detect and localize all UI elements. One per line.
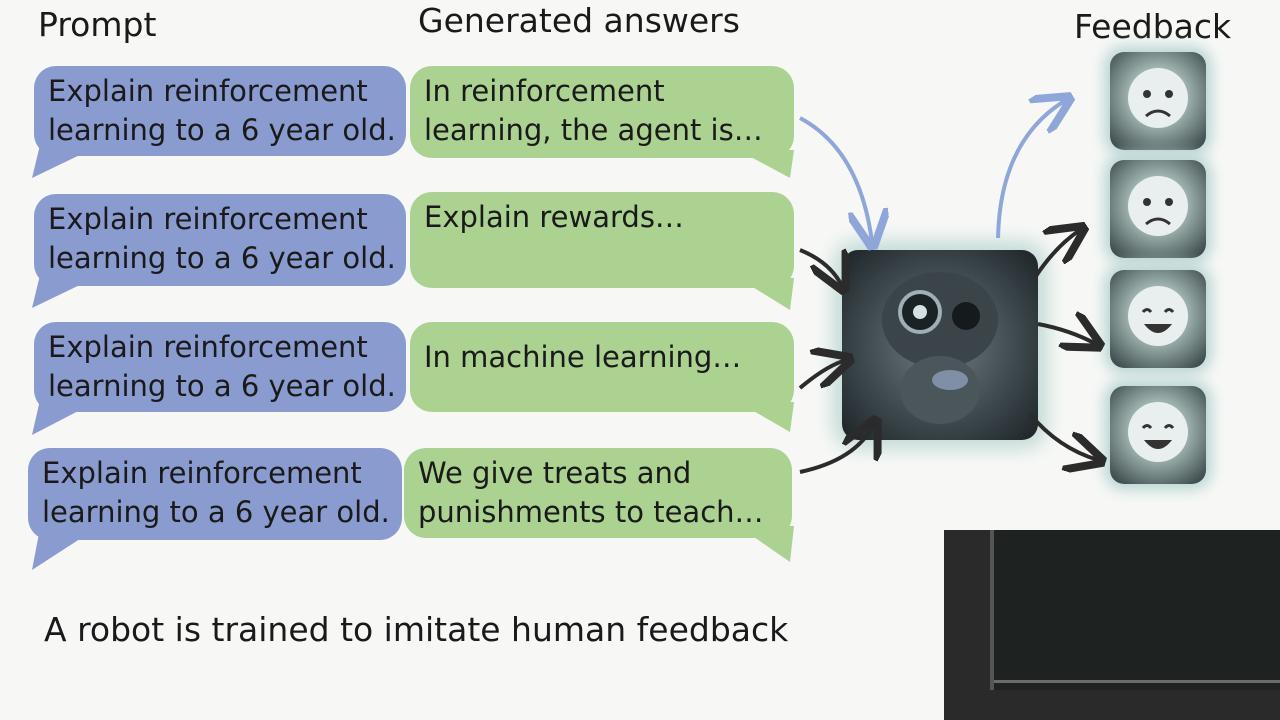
answer-bubble-2: Explain rewards… [410,192,794,288]
robot-icon [842,250,1038,440]
sad-face-icon-1 [1110,52,1206,150]
prompt-bubble-1: Explain reinforcement learning to a 6 ye… [34,66,406,156]
feedback-heading: Feedback [1074,7,1232,46]
prompt-bubble-4: Explain reinforcement learning to a 6 ye… [28,448,402,540]
generated-answers-heading: Generated answers [418,1,740,40]
happy-face-icon-1 [1110,270,1206,368]
slide-caption: A robot is trained to imitate human feed… [44,610,789,649]
chalkboard [990,530,1280,690]
answer-bubble-3: In machine learning… [410,322,794,412]
answer-bubble-1: In reinforcement learning, the agent is… [410,66,794,158]
sad-face-icon-2 [1110,160,1206,258]
prompt-heading: Prompt [38,5,157,44]
answer-bubble-4: We give treats and punishments to teach… [404,448,792,538]
prompt-bubble-3: Explain reinforcement learning to a 6 ye… [34,322,406,412]
prompt-bubble-2: Explain reinforcement learning to a 6 ye… [34,194,406,286]
lecture-video-inset[interactable] [944,530,1280,720]
happy-face-icon-2 [1110,386,1206,484]
